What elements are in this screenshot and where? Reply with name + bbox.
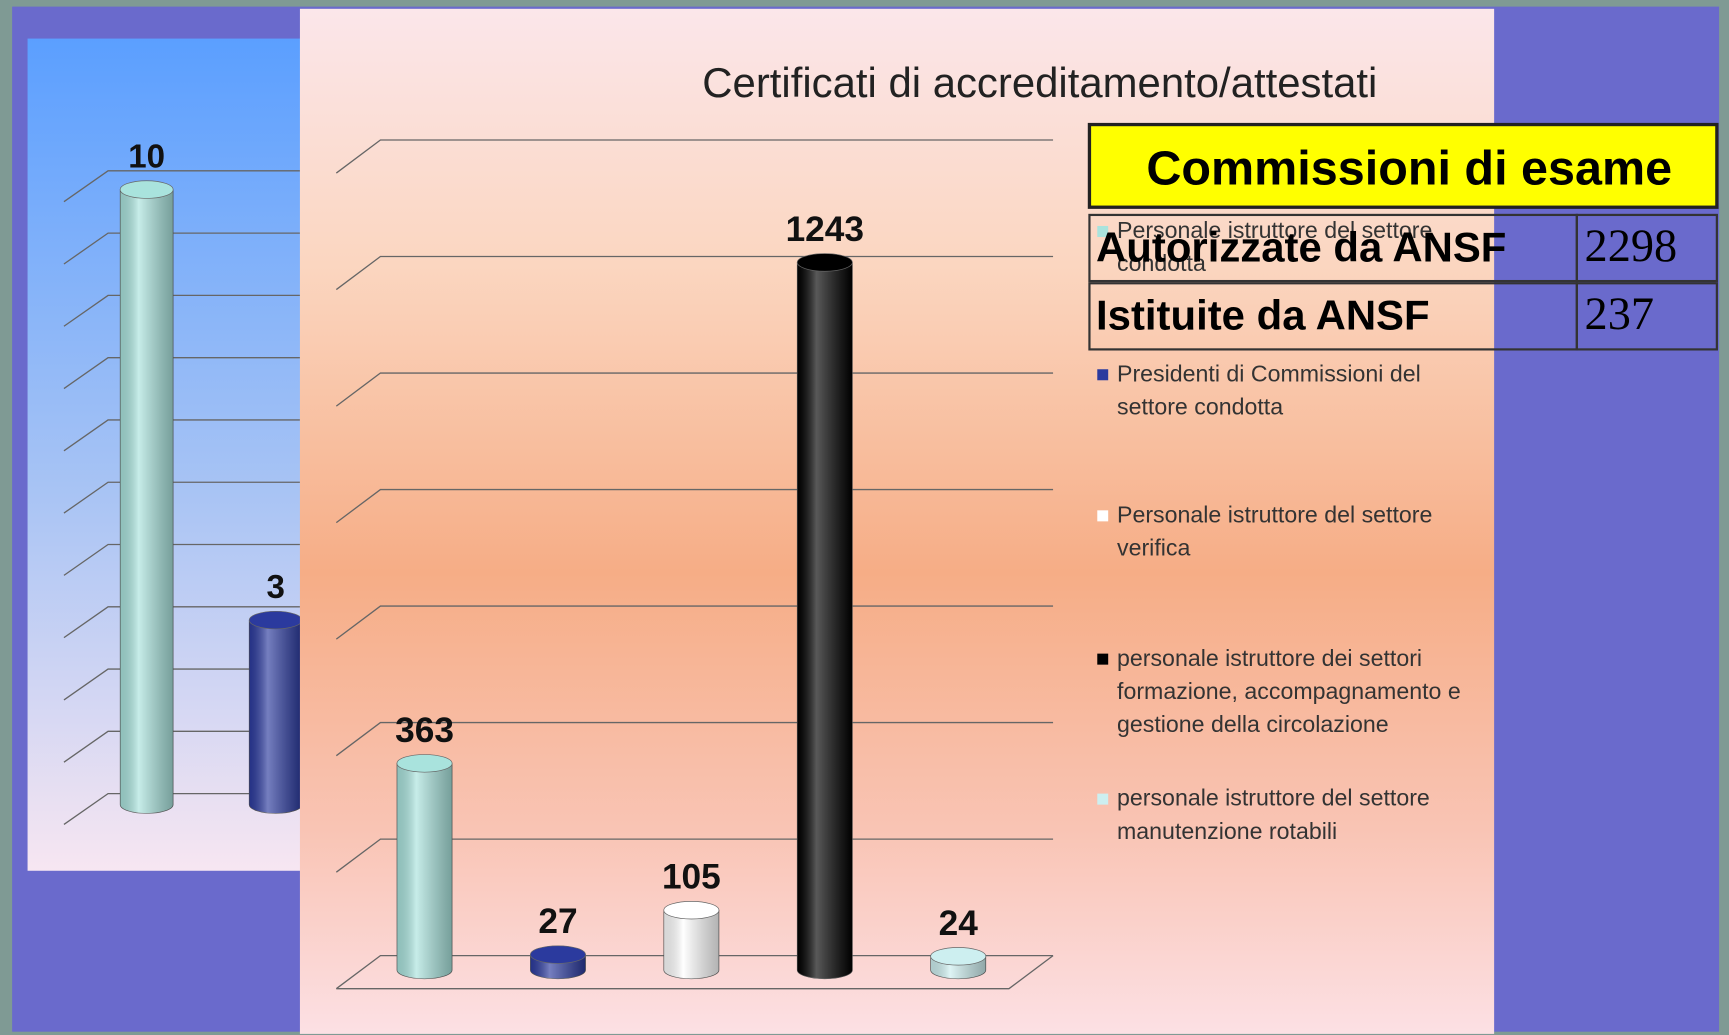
bar-top xyxy=(663,901,720,920)
table-header-cell xyxy=(1087,122,1719,209)
bar-shade xyxy=(396,763,453,979)
bar-shade xyxy=(797,262,853,979)
bar-top xyxy=(119,180,174,199)
grid-line xyxy=(63,543,300,576)
bar-top xyxy=(396,754,453,773)
data-label: 1243 xyxy=(786,210,864,249)
legend-item: Personale istruttore del settore verific… xyxy=(1097,499,1472,565)
row-value: 2298 xyxy=(1585,221,1678,272)
grid-line xyxy=(63,668,300,701)
row-label: Autorizzate da ANSF xyxy=(1096,223,1506,270)
legend-swatch xyxy=(1097,369,1109,381)
grid-line xyxy=(63,232,300,265)
bar-shade xyxy=(120,189,174,814)
grid-line xyxy=(335,139,1054,174)
legend-item: personale istruttore dei settori formazi… xyxy=(1097,643,1472,742)
grid-line xyxy=(63,792,300,826)
bar-shade xyxy=(249,620,303,814)
grid-line xyxy=(63,606,300,639)
row-label: Istituite da ANSF xyxy=(1096,292,1430,339)
grid-line xyxy=(63,419,300,452)
bar-top xyxy=(930,947,987,966)
data-label: 10 xyxy=(128,138,165,175)
row-value: 237 xyxy=(1585,289,1654,340)
legend-item: Personale istruttore del settore condott… xyxy=(1097,215,1472,281)
legend-item: Presidenti di Commissioni del settore co… xyxy=(1097,358,1472,424)
table-title: Commissioni di esame xyxy=(1146,142,1672,196)
grid-line xyxy=(63,357,300,390)
legend-swatch xyxy=(1097,510,1109,522)
data-label: 27 xyxy=(538,902,577,941)
legend-swatch xyxy=(1097,653,1109,665)
legend-label: Personale istruttore del settore condott… xyxy=(1117,218,1433,277)
data-label: 3 xyxy=(266,569,284,606)
legend-item: personale istruttore del settore manuten… xyxy=(1097,783,1472,849)
grid-line xyxy=(63,294,300,327)
left-chart: 10 3 xyxy=(27,38,304,871)
data-label: 105 xyxy=(662,858,721,897)
legend-label: Presidenti di Commissioni del settore co… xyxy=(1117,361,1421,420)
data-label: 24 xyxy=(939,904,979,943)
grid-line xyxy=(63,170,300,203)
table-cell xyxy=(1575,213,1718,283)
legend-label: personale istruttore dei settori formazi… xyxy=(1117,645,1461,738)
legend-swatch xyxy=(1097,225,1109,237)
grid-line xyxy=(63,730,300,763)
bar-top xyxy=(796,253,853,272)
legend-swatch xyxy=(1097,793,1109,805)
data-label: 363 xyxy=(395,711,454,750)
grid-line xyxy=(63,481,300,514)
table: Commissioni di esame Autorizzate da ANSF… xyxy=(1087,122,1719,351)
bar-top xyxy=(530,945,586,964)
chart-title: Certificati di accreditamento/attestati xyxy=(702,59,1377,106)
bar-top xyxy=(248,610,303,630)
table-cell xyxy=(1575,282,1718,351)
bar-shade xyxy=(663,910,719,979)
legend: Personale istruttore del settore condott… xyxy=(1097,215,1472,849)
legend-label: personale istruttore del settore manuten… xyxy=(1117,785,1430,845)
legend-label: Personale istruttore del settore verific… xyxy=(1117,502,1433,562)
floor xyxy=(336,955,1054,990)
